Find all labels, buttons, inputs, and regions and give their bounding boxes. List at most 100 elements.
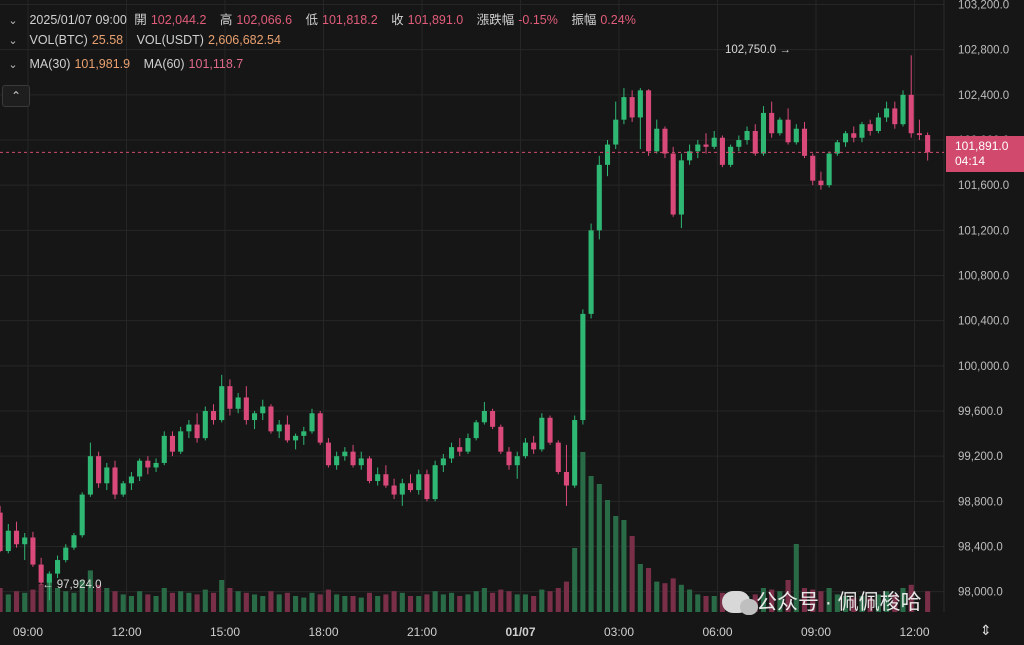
candle-body — [908, 94, 914, 134]
axis-scale-icon[interactable]: ⇕ — [980, 622, 992, 638]
vol-btc-value: 25.58 — [91, 33, 124, 47]
candle-body — [55, 560, 61, 574]
candle-body — [449, 447, 455, 459]
y-tick-label: 99,200.0 — [958, 451, 1003, 463]
candle-date: 2025/01/07 09:00 — [29, 13, 127, 27]
volume-bar — [284, 592, 290, 612]
volume-bar — [383, 594, 389, 612]
volume-bar — [293, 596, 299, 612]
volume-bar — [769, 589, 775, 612]
volume-bar — [260, 596, 266, 612]
candle-body — [884, 108, 890, 118]
low-marker-label: ← 97,924.0 — [42, 579, 102, 591]
candle-body — [646, 90, 652, 152]
countdown-value: 04:14 — [955, 154, 986, 168]
high-label: 高 — [219, 13, 233, 27]
open-value: 102,044.2 — [150, 13, 207, 27]
candle-body — [71, 535, 77, 548]
ma30-label: MA(30) — [29, 57, 71, 71]
volume-bar — [194, 594, 200, 612]
candle-body — [432, 465, 438, 500]
volume-bar — [522, 594, 528, 612]
chevron-down-icon[interactable]: ⌄ — [8, 15, 18, 27]
chevron-down-icon[interactable]: ⌄ — [8, 35, 18, 47]
volume-bar — [621, 520, 627, 612]
ma60-label: MA(60) — [143, 57, 185, 71]
volume-bar — [875, 594, 881, 612]
close-value: 101,891.0 — [407, 13, 464, 27]
volume-bar — [128, 596, 134, 612]
candle-body — [572, 420, 578, 486]
volume-bar — [252, 594, 258, 612]
y-tick-label: 101,200.0 — [958, 225, 1009, 237]
candle-body — [719, 137, 725, 165]
candle-body — [555, 442, 561, 472]
candle-body — [293, 435, 299, 441]
candle-body — [210, 411, 217, 421]
candle-body — [161, 435, 167, 463]
volume-bar — [407, 596, 414, 612]
volume-bar — [38, 584, 44, 612]
x-tick-label: 09:00 — [801, 625, 831, 639]
candle-body — [38, 564, 44, 583]
volume-bar — [13, 591, 20, 612]
volume-bar — [506, 591, 512, 612]
candle-body — [309, 413, 315, 432]
volume-bar — [670, 578, 676, 612]
candle-body — [514, 456, 520, 466]
collapse-indicators-button[interactable]: ⌃ — [2, 85, 30, 107]
volume-bar — [112, 591, 118, 612]
chevron-down-icon[interactable]: ⌄ — [8, 59, 18, 71]
volume-bar — [867, 597, 873, 612]
volume-bar — [169, 592, 176, 612]
volume-bar — [801, 588, 808, 612]
candle-body — [227, 386, 233, 409]
candle-body — [793, 128, 799, 143]
candle-body — [399, 483, 405, 495]
volume-bar — [55, 588, 61, 612]
candle-body — [120, 483, 126, 495]
volume-bar — [120, 594, 126, 612]
low-label: 低 — [305, 13, 319, 27]
volume-bar — [96, 584, 102, 612]
candle-body — [145, 460, 151, 468]
x-tick-label: 12:00 — [111, 625, 141, 639]
candle-body — [481, 411, 487, 423]
y-tick-label: 102,800.0 — [958, 45, 1009, 57]
volume-bar — [818, 591, 824, 612]
candle-body — [531, 442, 537, 450]
candle-body — [30, 537, 36, 565]
candle-body — [498, 426, 504, 452]
volume-bar — [301, 597, 307, 612]
watermark: 公众号 · 佩佩梭哈 — [722, 586, 922, 616]
x-tick-label: 03:00 — [604, 625, 634, 639]
candle-body — [736, 140, 742, 147]
watermark-text: 公众号 · 佩佩梭哈 — [756, 591, 922, 614]
y-tick-label: 100,000.0 — [958, 361, 1009, 373]
amplitude-value: 0.24% — [600, 13, 636, 27]
candle-body — [588, 230, 594, 314]
volume-bar — [449, 592, 455, 612]
candle-body — [695, 144, 701, 152]
close-label: 收 — [391, 13, 404, 27]
last-price-tag: 101,891.0 04:14 — [946, 136, 1024, 172]
candle-body — [104, 467, 110, 484]
volume-bar — [851, 597, 857, 612]
candle-body — [46, 573, 52, 583]
volume-bar — [687, 589, 693, 612]
candle-body — [728, 146, 734, 165]
volume-bar — [87, 570, 93, 612]
candle-body — [834, 142, 840, 154]
ma30-value: 101,981.9 — [74, 57, 131, 71]
volume-bar — [0, 588, 3, 612]
volume-bar — [613, 516, 619, 612]
candle-body — [317, 413, 323, 443]
candle-body — [621, 97, 627, 120]
volume-bar — [334, 594, 340, 612]
volume-bar — [145, 594, 151, 612]
candle-body — [334, 456, 340, 466]
vol-usdt-value: 2,606,682.54 — [207, 33, 281, 47]
candle-body — [268, 406, 274, 432]
candle-body — [153, 462, 159, 468]
